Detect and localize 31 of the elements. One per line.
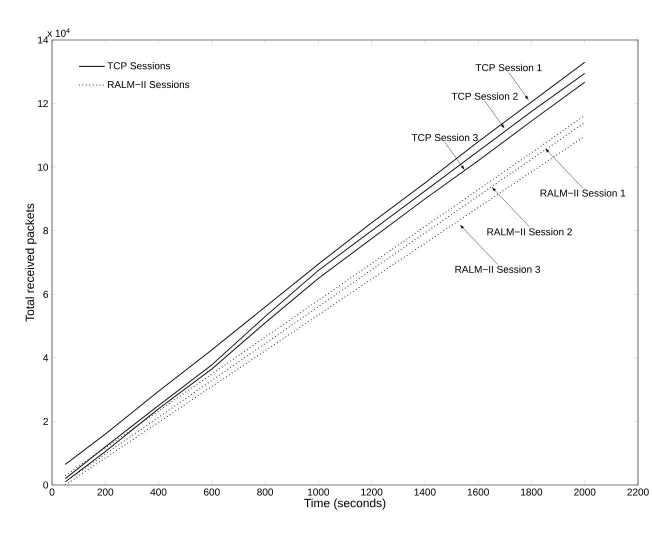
y-axis-title: Total received packets [25, 204, 36, 322]
y-tick-label: 10 [38, 164, 48, 171]
legend-label: TCP Sessions [107, 62, 170, 70]
annotation: TCP Session 3 [412, 134, 478, 142]
x-axis-title: Time (seconds) [304, 498, 386, 510]
x-tick-label: 200 [97, 488, 114, 496]
y-tick-label: 2 [43, 418, 48, 425]
x-tick-label: 1600 [468, 488, 489, 496]
y-tick-label: 14 [38, 36, 48, 44]
y-tick-label: 12 [38, 100, 48, 108]
x-tick-label: 0 [50, 488, 54, 496]
x-tick-label: 2000 [574, 488, 596, 496]
x-tick-label: 800 [257, 488, 274, 496]
y-tick-label: 0 [43, 481, 48, 489]
x-tick-label: 1800 [521, 488, 542, 496]
annotation: RALM−II Session 1 [540, 189, 626, 197]
annotation: TCP Session 2 [452, 92, 518, 100]
annotation: TCP Session 1 [476, 64, 542, 72]
annotation: RALM−II Session 3 [455, 266, 540, 273]
y-tick-label: 4 [43, 354, 48, 362]
x-tick-label: 1400 [414, 488, 436, 496]
legend-label: RALM−II Sessions [108, 80, 190, 88]
x-tick-label: 400 [150, 488, 166, 496]
x-tick-label: 1200 [361, 488, 382, 496]
y-tick-label: 6 [43, 290, 48, 298]
x-tick-label: 2200 [627, 488, 649, 496]
x-tick-label: 1000 [308, 488, 330, 496]
x-tick-label: 600 [204, 488, 220, 496]
annotation: RALM−II Session 2 [487, 228, 572, 236]
y-tick-label: 8 [43, 227, 48, 234]
text: x 10$^{4}$ [47, 28, 70, 37]
